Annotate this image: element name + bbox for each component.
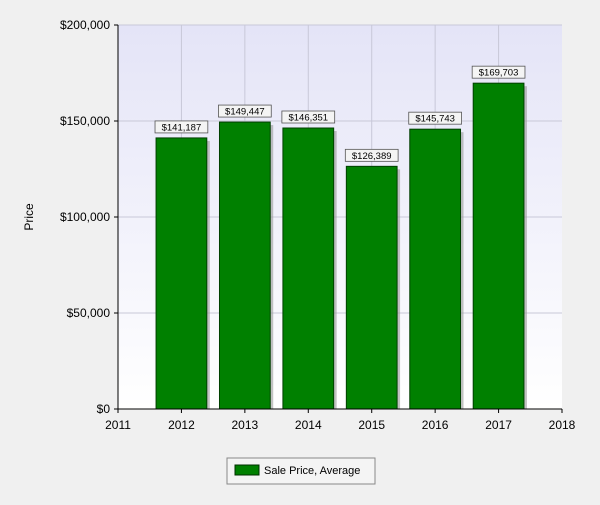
data-label: $145,743 (415, 114, 455, 125)
data-label: $149,447 (225, 107, 265, 118)
data-label-box (218, 104, 272, 118)
legend-label: Sale Price, Average (264, 465, 360, 477)
y-tick-label: $100,000 (60, 210, 110, 224)
bar-2012[interactable] (155, 137, 208, 410)
data-label: $126,389 (352, 151, 392, 162)
y-axis-label: Price (22, 203, 36, 231)
y-tick-label: $150,000 (60, 114, 110, 128)
x-tick-label: 2016 (422, 418, 449, 432)
data-label-box (154, 120, 209, 134)
bar-2017[interactable] (472, 82, 525, 410)
legend-swatch (234, 464, 260, 476)
data-label: $141,187 (162, 122, 202, 133)
data-label-box (344, 148, 399, 162)
x-tick-label: 2018 (549, 418, 576, 432)
bars (155, 82, 527, 410)
y-tick-labels: $0 $50,000 $100,000 $150,000 $200,000 (60, 18, 118, 416)
y-tick-label: $50,000 (67, 306, 111, 320)
data-label: $146,351 (288, 113, 328, 124)
data-label-box (471, 65, 526, 79)
x-tick-labels: 2011 2012 2013 2014 2015 2016 2017 2018 (105, 409, 576, 432)
y-tick-label: $200,000 (60, 18, 110, 32)
x-tick-label: 2015 (358, 418, 385, 432)
legend-box (226, 457, 376, 485)
legend[interactable]: Sale Price, Average (226, 457, 376, 485)
x-tick-label: 2011 (105, 418, 131, 432)
data-labels: $141,187 $149,447 $146,351 $126,389 $145,743… (154, 65, 526, 162)
x-tick-label: 2013 (232, 418, 259, 432)
data-label-box (281, 110, 336, 124)
bar-2013[interactable] (218, 121, 271, 410)
bar-2014[interactable] (282, 127, 335, 410)
x-tick-label: 2012 (168, 418, 195, 432)
data-label: $169,703 (479, 68, 519, 79)
y-tick-label: $0 (97, 402, 111, 416)
x-tick-label: 2014 (295, 418, 322, 432)
bar-2015[interactable] (345, 165, 398, 410)
x-tick-label: 2017 (485, 418, 512, 432)
data-label-box (408, 111, 462, 125)
bar-2016[interactable] (409, 128, 462, 410)
